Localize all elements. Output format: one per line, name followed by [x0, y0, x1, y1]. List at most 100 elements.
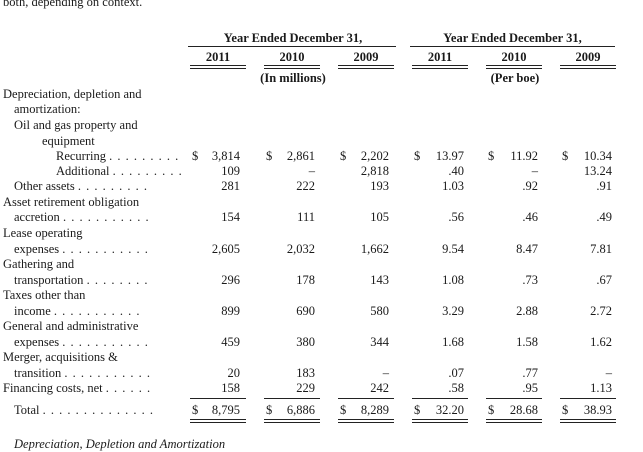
row-label-additional: Additional . . . . . . . . . — [56, 164, 183, 178]
table-cell: 2.88 — [516, 304, 538, 318]
row-label: Lease operating — [3, 226, 83, 240]
table-cell: 8.47 — [516, 242, 538, 256]
table-cell: 580 — [370, 304, 389, 318]
total-double-rule — [338, 419, 394, 423]
table-cell: 1,662 — [360, 242, 389, 256]
table-cell: .58 — [448, 381, 464, 395]
table-cell: 158 — [221, 381, 240, 395]
table-cell: .92 — [522, 179, 538, 193]
table-cell: – — [531, 164, 538, 178]
table-cell: .40 — [448, 164, 464, 178]
currency-symbol: $ — [266, 149, 273, 163]
table-cell: 1.68 — [442, 335, 464, 349]
table-cell: 2,032 — [286, 242, 315, 256]
table-cell: 11.92 — [510, 149, 538, 163]
year-header: 2011 — [427, 50, 453, 64]
table-cell: 143 — [370, 273, 389, 287]
table-cell: 1.58 — [516, 335, 538, 349]
table-cell: – — [382, 366, 389, 380]
total-double-rule — [486, 419, 542, 423]
table-cell: 2,605 — [211, 242, 240, 256]
table-cell: 459 — [221, 335, 240, 349]
currency-symbol: $ — [340, 149, 347, 163]
table-cell: 380 — [296, 335, 315, 349]
group-header-millions: Year Ended December 31, — [223, 31, 363, 45]
subtotal-rule — [338, 398, 394, 399]
table-cell: 296 — [221, 273, 240, 287]
table-cell: 690 — [296, 304, 315, 318]
table-cell: 222 — [296, 179, 315, 193]
row-label: amortization: — [14, 102, 81, 116]
year-rule — [338, 65, 394, 69]
row-label-gat: transportation . . . . . . . . — [14, 273, 149, 287]
table-cell: 10.34 — [583, 149, 612, 163]
table-cell: .49 — [596, 210, 612, 224]
subtotal-rule — [190, 398, 246, 399]
year-header: 2009 — [575, 50, 601, 64]
row-label: General and administrative — [3, 319, 139, 333]
table-cell: .73 — [522, 273, 538, 287]
row-label: Depreciation, depletion and — [3, 87, 142, 101]
table-cell: 13.24 — [583, 164, 612, 178]
year-rule — [486, 65, 542, 69]
table-cell: 229 — [296, 381, 315, 395]
table-cell: 3.29 — [442, 304, 464, 318]
currency-symbol: $ — [562, 403, 569, 417]
table-cell: 242 — [370, 381, 389, 395]
table-cell: 9.54 — [442, 242, 464, 256]
table-cell: 2,861 — [286, 149, 315, 163]
table-cell: 154 — [221, 210, 240, 224]
row-label-gna: expenses . . . . . . . . . . . — [14, 335, 149, 349]
table-cell: – — [308, 164, 315, 178]
table-cell: 28.68 — [509, 403, 538, 417]
row-label-mat: transition . . . . . . . . . . . — [14, 366, 151, 380]
table-cell: 1.62 — [590, 335, 612, 349]
year-header: 2010 — [279, 50, 305, 64]
table-cell: 1.13 — [590, 381, 612, 395]
row-label-loe: expenses . . . . . . . . . . . — [14, 242, 149, 256]
year-rule — [412, 65, 468, 69]
currency-symbol: $ — [414, 149, 421, 163]
table-cell: .91 — [596, 179, 612, 193]
table-cell: 2,202 — [360, 149, 389, 163]
section-heading: Depreciation, Depletion and Amortization — [14, 437, 226, 451]
table-cell: 899 — [221, 304, 240, 318]
group-rule-right — [410, 46, 615, 47]
table-cell: 7.81 — [590, 242, 612, 256]
currency-symbol: $ — [562, 149, 569, 163]
table-cell: .95 — [522, 381, 538, 395]
table-cell: 8,289 — [360, 403, 389, 417]
table-cell: .46 — [522, 210, 538, 224]
row-label: Taxes other than — [3, 288, 86, 302]
table-cell: 20 — [227, 366, 241, 380]
row-label-tax: income . . . . . . . . . . . — [14, 304, 141, 318]
table-cell: .77 — [522, 366, 538, 380]
table-cell: .07 — [448, 366, 464, 380]
group-rule-left — [188, 46, 396, 47]
table-cell: .67 — [596, 273, 612, 287]
table-cell: 1.03 — [442, 179, 464, 193]
row-label: equipment — [42, 134, 95, 148]
subtotal-rule — [486, 398, 542, 399]
intro-text: both, depending on context. — [3, 0, 143, 9]
table-cell: 2,818 — [360, 164, 389, 178]
row-label-aro: accretion . . . . . . . . . . . — [14, 210, 150, 224]
subtotal-rule — [560, 398, 616, 399]
currency-symbol: $ — [192, 149, 199, 163]
table-cell: 8,795 — [211, 403, 240, 417]
unit-label-per-boe: (Per boe) — [490, 71, 540, 85]
year-header: 2009 — [353, 50, 379, 64]
year-header: 2011 — [205, 50, 231, 64]
table-cell: 3,814 — [211, 149, 240, 163]
table-cell: 32.20 — [435, 403, 464, 417]
total-double-rule — [560, 419, 616, 423]
subtotal-rule — [264, 398, 320, 399]
table-cell: – — [605, 366, 612, 380]
total-double-rule — [190, 419, 246, 423]
table-cell: 2.72 — [590, 304, 612, 318]
table-cell: 109 — [221, 164, 240, 178]
currency-symbol: $ — [266, 403, 273, 417]
table-cell: 183 — [296, 366, 315, 380]
row-label-fin: Financing costs, net . . . . . . — [3, 381, 152, 395]
year-rule — [190, 65, 246, 69]
